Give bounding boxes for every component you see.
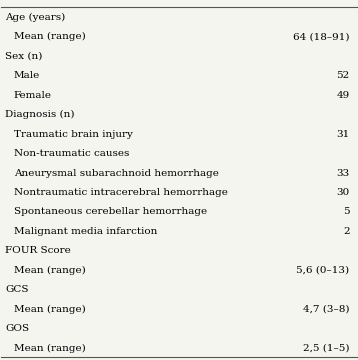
Text: Sex (n): Sex (n) <box>5 52 42 61</box>
Text: 49: 49 <box>336 91 349 100</box>
Text: 30: 30 <box>336 188 349 197</box>
Text: Non-traumatic causes: Non-traumatic causes <box>14 149 129 158</box>
Text: Spontaneous cerebellar hemorrhage: Spontaneous cerebellar hemorrhage <box>14 207 207 216</box>
Text: FOUR Score: FOUR Score <box>5 246 71 255</box>
Text: 64 (18–91): 64 (18–91) <box>293 32 349 41</box>
Text: 4,7 (3–8): 4,7 (3–8) <box>303 305 349 314</box>
Text: Aneurysmal subarachnoid hemorrhage: Aneurysmal subarachnoid hemorrhage <box>14 168 219 177</box>
Text: GCS: GCS <box>5 285 28 294</box>
Text: Mean (range): Mean (range) <box>14 266 86 275</box>
Text: 2: 2 <box>343 227 349 236</box>
Text: 5,6 (0–13): 5,6 (0–13) <box>296 266 349 275</box>
Text: Traumatic brain injury: Traumatic brain injury <box>14 130 133 139</box>
Text: Diagnosis (n): Diagnosis (n) <box>5 110 74 119</box>
Text: Male: Male <box>14 71 40 80</box>
Text: 31: 31 <box>336 130 349 139</box>
Text: Female: Female <box>14 91 52 100</box>
Text: Mean (range): Mean (range) <box>14 32 86 41</box>
Text: Age (years): Age (years) <box>5 13 65 22</box>
Text: Nontraumatic intracerebral hemorrhage: Nontraumatic intracerebral hemorrhage <box>14 188 228 197</box>
Text: 5: 5 <box>343 207 349 216</box>
Text: Mean (range): Mean (range) <box>14 343 86 353</box>
Text: 52: 52 <box>336 71 349 80</box>
Text: GOS: GOS <box>5 324 29 333</box>
Text: 33: 33 <box>336 168 349 177</box>
Text: Malignant media infarction: Malignant media infarction <box>14 227 157 236</box>
Text: 2,5 (1–5): 2,5 (1–5) <box>303 343 349 352</box>
Text: Mean (range): Mean (range) <box>14 305 86 314</box>
